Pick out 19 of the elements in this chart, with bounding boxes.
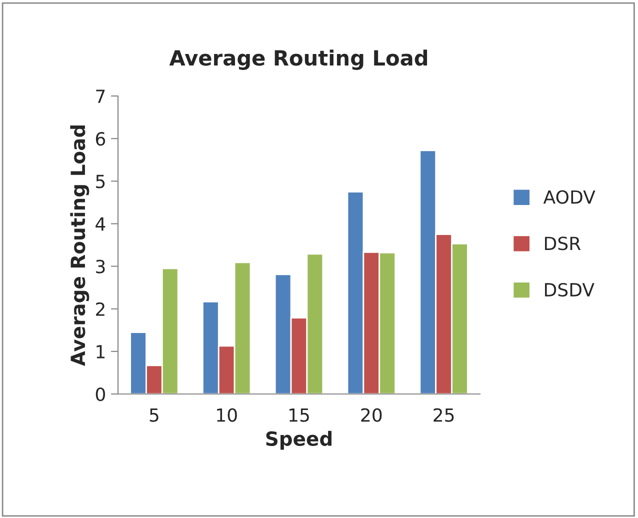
y-tick-label: 5 (96, 174, 105, 188)
y-tick-label: 2 (96, 302, 104, 316)
y-tick-label: 7 (96, 90, 105, 103)
chart-title: Average Routing Load (169, 50, 428, 70)
y-tick-label: 4 (96, 217, 106, 231)
y-tick-label: 1 (96, 345, 105, 358)
y-tick-label: 6 (96, 132, 106, 146)
legend-label: AODV (543, 190, 596, 204)
x-tick-label: 15 (289, 408, 309, 422)
y-tick-label: 0 (96, 387, 105, 402)
y-axis-title: Average Routing Load (70, 126, 90, 366)
x-tick-label: 10 (217, 408, 237, 422)
x-tick-label: 25 (434, 408, 454, 422)
y-tick-label: 3 (96, 260, 105, 274)
legend-label: DSR (545, 236, 581, 250)
legend-label: DSDV (545, 282, 594, 297)
x-tick-label: 20 (361, 408, 382, 422)
x-axis-title: Speed (266, 430, 332, 450)
x-tick-label: 5 (150, 408, 158, 422)
